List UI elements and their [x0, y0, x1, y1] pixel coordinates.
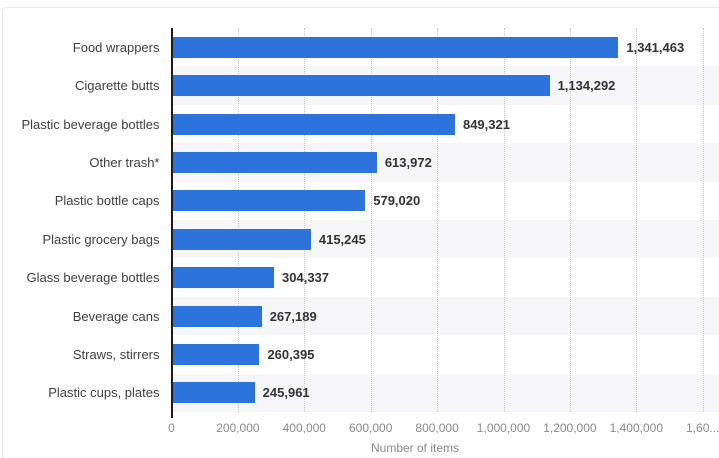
category-label: Food wrappers: [72, 39, 160, 55]
x-tick-label: 800,000: [415, 421, 459, 435]
gridline: [370, 28, 372, 412]
value-label: 579,020: [373, 193, 421, 209]
bar[interactable]: [173, 190, 366, 212]
bar[interactable]: [173, 75, 550, 97]
x-tick-label: 200,000: [216, 421, 260, 435]
x-tick-label: 1,000,000: [476, 421, 531, 435]
value-label: 267,189: [269, 308, 317, 324]
gridline: [636, 28, 638, 412]
category-label: Plastic bottle caps: [54, 193, 160, 209]
gridline: [503, 28, 505, 412]
category-label: Plastic cups, plates: [48, 385, 160, 401]
category-label: Plastic beverage bottles: [21, 116, 160, 132]
value-label: 1,341,463: [626, 39, 685, 55]
value-label: 245,961: [262, 385, 310, 401]
x-tick-label: 1,60...: [686, 421, 719, 435]
value-label: 849,321: [462, 116, 510, 132]
bar[interactable]: [173, 151, 377, 173]
category-label: Other trash*: [89, 154, 160, 170]
category-label: Straws, stirrers: [72, 346, 160, 362]
value-label: 1,134,292: [557, 78, 616, 94]
bar[interactable]: [173, 343, 260, 365]
gridline: [437, 28, 439, 412]
gridline: [569, 28, 571, 412]
gridline: [237, 28, 239, 412]
gridline: [304, 28, 306, 412]
row-band: [173, 296, 719, 336]
x-axis-title: Number of items: [370, 441, 460, 455]
value-label: 415,245: [318, 231, 366, 247]
x-tick-label: 600,000: [348, 421, 393, 435]
x-tick-label: 0: [168, 421, 175, 435]
value-label: 613,972: [384, 154, 432, 170]
x-tick-label: 1,200,000: [543, 421, 597, 435]
bar[interactable]: [173, 305, 262, 327]
category-label: Cigarette butts: [74, 78, 160, 94]
gridline: [702, 28, 704, 412]
category-label: Beverage cans: [72, 308, 160, 324]
category-label: Glass beverage bottles: [26, 270, 160, 286]
category-label: Plastic grocery bags: [42, 231, 160, 247]
bar[interactable]: [173, 36, 619, 58]
bar[interactable]: [173, 228, 311, 250]
value-label: 304,337: [282, 270, 330, 286]
bar[interactable]: [173, 382, 255, 404]
x-tick-label: 400,000: [282, 421, 326, 435]
bar[interactable]: [173, 267, 275, 289]
y-axis-line: [171, 28, 173, 418]
row-band: [173, 373, 719, 412]
x-tick-label: 1,400,000: [609, 421, 663, 435]
bar[interactable]: [173, 113, 455, 135]
value-label: 260,395: [267, 346, 315, 362]
